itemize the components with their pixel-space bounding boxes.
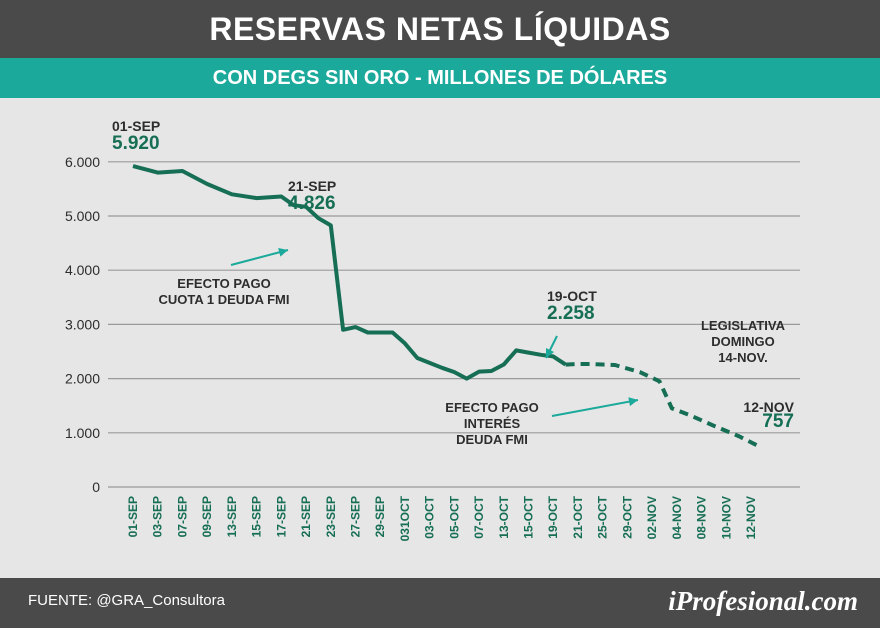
y-tick-label: 2.000 bbox=[65, 371, 100, 387]
series-layer bbox=[132, 164, 760, 448]
y-tick-label: 1.000 bbox=[65, 425, 100, 441]
x-axis-labels: 01-SEP 03-SEP 07-SEP 09-SEP 13-SEP 15-SEP 17-S… bbox=[126, 495, 758, 541]
x-tick-label: 05-OCT bbox=[447, 495, 461, 538]
annotation-date: 12-NOV bbox=[743, 399, 794, 415]
annotation-date: 19-OCT bbox=[547, 288, 597, 304]
x-tick-label: 09-SEP bbox=[200, 496, 214, 537]
brand-logo: iProfesional.com bbox=[668, 586, 858, 616]
annotation-value: 5.920 bbox=[112, 133, 160, 154]
x-tick-label: 04-NOV bbox=[670, 496, 684, 539]
x-tick-label: 031OCT bbox=[398, 495, 412, 541]
footer: FUENTE: @GRA_Consultora iProfesional.com bbox=[0, 578, 880, 628]
actual-series-line bbox=[132, 164, 567, 381]
annotation-note-line: EFECTO PAGO bbox=[177, 276, 270, 291]
annotation-value: 4.826 bbox=[288, 193, 336, 214]
arrowhead-icon bbox=[628, 397, 638, 407]
x-tick-label: 07-OCT bbox=[472, 495, 486, 538]
chart-title: RESERVAS NETAS LÍQUIDAS bbox=[0, 0, 880, 58]
annotation-date: 01-SEP bbox=[112, 118, 160, 134]
x-tick-label: 21-OCT bbox=[571, 495, 585, 538]
annotation-note-line: EFECTO PAGO bbox=[445, 400, 538, 415]
annotation-arrow-line bbox=[230, 249, 289, 266]
annotation-note-line: DOMINGO bbox=[711, 334, 775, 349]
chart-subtitle: CON DEGS SIN ORO - MILLONES DE DÓLARES bbox=[0, 58, 880, 98]
annotation-arrow-line bbox=[551, 399, 639, 417]
arrowhead-icon bbox=[278, 247, 288, 257]
x-tick-label: 19-OCT bbox=[546, 495, 560, 538]
x-tick-label: 15-OCT bbox=[522, 495, 536, 538]
x-tick-label: 07-SEP bbox=[175, 496, 189, 537]
x-tick-label: 21-SEP bbox=[299, 496, 313, 537]
y-tick-label: 4.000 bbox=[65, 262, 100, 278]
annotation-note-line: LEGISLATIVA bbox=[701, 318, 786, 333]
x-tick-label: 27-SEP bbox=[348, 496, 362, 537]
y-tick-label: 6.000 bbox=[65, 154, 100, 170]
source-credit: FUENTE: @GRA_Consultora bbox=[28, 592, 225, 609]
x-tick-label: 13-OCT bbox=[497, 495, 511, 538]
x-tick-label: 03-SEP bbox=[151, 496, 165, 537]
x-tick-label: 13-SEP bbox=[225, 496, 239, 537]
y-tick-label: 3.000 bbox=[65, 316, 100, 332]
x-tick-label: 25-OCT bbox=[596, 495, 610, 538]
y-axis-labels: 0 1.000 2.000 3.000 4.000 5.000 6.000 bbox=[65, 154, 100, 495]
annotation-note-line: CUOTA 1 DEUDA FMI bbox=[159, 292, 290, 307]
y-tick-label: 5.000 bbox=[65, 208, 100, 224]
x-tick-label: 23-SEP bbox=[324, 496, 338, 537]
x-tick-label: 12-NOV bbox=[744, 496, 758, 539]
x-tick-label: 01-SEP bbox=[126, 496, 140, 537]
annotation-note-line: 14-NOV. bbox=[718, 350, 767, 365]
x-tick-label: 03-OCT bbox=[423, 495, 437, 538]
x-tick-label: 29-SEP bbox=[373, 496, 387, 537]
x-tick-label: 08-NOV bbox=[695, 496, 709, 539]
annotation-note-line: INTERÉS bbox=[464, 416, 521, 431]
annotation-value: 2.258 bbox=[547, 303, 595, 324]
annotation-date: 21-SEP bbox=[288, 178, 336, 194]
x-tick-label: 29-OCT bbox=[620, 495, 634, 538]
x-tick-label: 02-NOV bbox=[645, 496, 659, 539]
annotation-value: 757 bbox=[762, 411, 794, 432]
y-tick-label: 0 bbox=[92, 479, 100, 495]
x-tick-label: 15-SEP bbox=[250, 496, 264, 537]
annotation-note-line: DEUDA FMI bbox=[456, 432, 528, 447]
projected-series-line bbox=[565, 362, 760, 448]
x-tick-label: 10-NOV bbox=[719, 496, 733, 539]
arrowhead-icon bbox=[546, 347, 555, 358]
grid-layer bbox=[108, 161, 800, 488]
line-chart: 0 1.000 2.000 3.000 4.000 5.000 6.000 01-SEP 03… bbox=[65, 118, 800, 541]
x-tick-label: 17-SEP bbox=[274, 496, 288, 537]
